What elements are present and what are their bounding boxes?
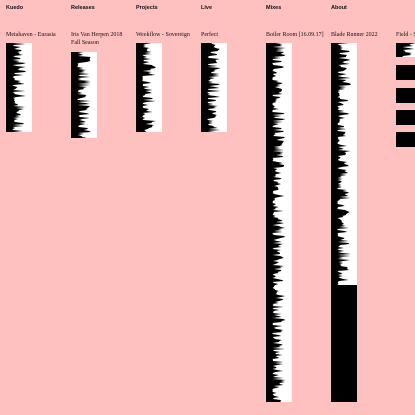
nav-link[interactable]: Live	[201, 5, 213, 11]
waveform[interactable]	[396, 110, 415, 125]
nav-link[interactable]: Projects	[136, 5, 158, 11]
nav-link[interactable]: About	[331, 5, 347, 11]
item-title[interactable]: Perfect	[201, 32, 218, 38]
waveform-shape	[12, 43, 32, 132]
waveform[interactable]	[396, 43, 415, 57]
waveform[interactable]	[266, 43, 292, 402]
waveform-bg	[396, 65, 415, 80]
nav-link[interactable]: Releases	[71, 5, 95, 11]
waveform[interactable]	[396, 88, 415, 103]
waveform-bg	[396, 110, 415, 125]
waveform[interactable]	[201, 43, 227, 132]
waveform[interactable]	[396, 65, 415, 80]
waveform-bg	[396, 132, 415, 147]
waveform[interactable]	[6, 43, 32, 132]
item-title[interactable]: Boiler Room [16.09.17]	[266, 32, 324, 38]
waveform-shape	[402, 43, 415, 57]
waveform-shape	[142, 43, 162, 132]
waveform-shape	[337, 43, 357, 285]
nav-link[interactable]: Kuedo	[6, 5, 24, 11]
nav-link[interactable]: Mixes	[266, 5, 282, 11]
item-title[interactable]: Field - Solo	[396, 32, 415, 38]
waveform[interactable]	[396, 132, 415, 147]
waveform-shape	[272, 43, 292, 402]
item-title[interactable]: Blade Runner 2022	[331, 32, 378, 38]
waveform-shape	[207, 43, 227, 132]
waveform[interactable]	[71, 52, 97, 138]
waveform[interactable]	[136, 43, 162, 132]
item-title[interactable]: Metahaven - Eurasia	[6, 32, 56, 38]
waveform-bg	[396, 88, 415, 103]
item-title[interactable]: Iris Van Herpen 2018 Fall Season	[71, 32, 123, 46]
waveform[interactable]	[331, 43, 357, 402]
item-title[interactable]: Weekflow - Sovereign	[136, 32, 190, 38]
waveform-shape	[77, 52, 97, 138]
